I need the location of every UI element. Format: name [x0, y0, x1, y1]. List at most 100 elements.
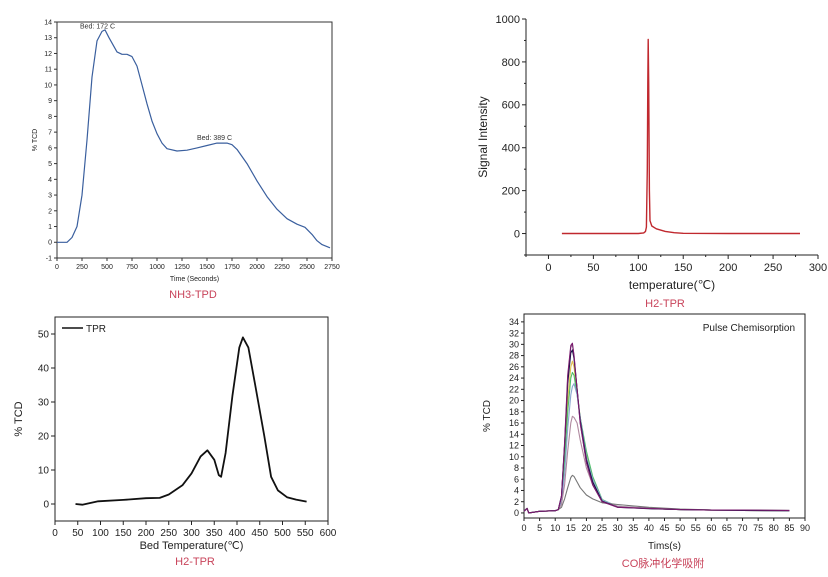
y-tick-label: 30	[509, 339, 519, 349]
y-tick-label: 50	[38, 330, 50, 341]
y-tick-label: 10	[509, 452, 519, 462]
x-tick-label: 25	[597, 523, 607, 533]
caption-nh3-tpd: NH3-TPD	[169, 289, 217, 301]
x-tick-label: 300	[183, 528, 200, 539]
x-tick-label: 550	[297, 528, 314, 539]
x-tick-label: 250	[76, 264, 88, 271]
x-tick-label: 5	[537, 523, 542, 533]
x-tick-label: 70	[738, 523, 748, 533]
x-tick-label: 20	[581, 523, 591, 533]
x-tick-label: 50	[72, 528, 84, 539]
x-tick-label: 350	[206, 528, 223, 539]
x-tick-label: 0	[545, 262, 551, 274]
y-axis-label: % TCD	[13, 401, 25, 436]
y-tick-label: -1	[46, 255, 52, 262]
x-axis-label: temperature(℃)	[629, 278, 715, 292]
y-tick-label: 9	[48, 98, 52, 105]
x-tick-label: 100	[629, 262, 647, 274]
peak-annotation: Bed: 172 C	[80, 23, 115, 30]
y-tick-label: 0	[43, 500, 49, 511]
x-tick-label: 10	[550, 523, 560, 533]
chart-title: Pulse Chemisorption	[703, 323, 795, 334]
y-tick-label: 20	[509, 396, 519, 406]
y-tick-label: 1	[48, 224, 52, 231]
y-tick-label: 10	[44, 82, 52, 89]
x-tick-label: 200	[719, 262, 737, 274]
x-tick-label: 55	[691, 523, 701, 533]
series-line-8	[523, 342, 790, 514]
y-tick-label: 12	[509, 441, 519, 451]
y-tick-label: 0	[514, 228, 520, 240]
y-tick-label: 12	[44, 51, 52, 58]
caption-h2-tpr-top: H2-TPR	[645, 298, 685, 310]
y-axis-label: Signal Intensity	[476, 96, 490, 177]
x-tick-label: 200	[138, 528, 155, 539]
x-axis-label: Bed Temperature(℃)	[140, 540, 244, 552]
x-tick-label: 0	[55, 264, 59, 271]
x-tick-label: 600	[320, 528, 337, 539]
x-tick-label: 400	[229, 528, 246, 539]
y-tick-label: 2	[514, 497, 519, 507]
y-tick-label: 30	[38, 398, 50, 409]
y-axis-label: % TCD	[482, 400, 493, 432]
y-tick-label: 0	[514, 508, 519, 518]
x-tick-label: 2500	[299, 264, 315, 271]
caption-co-pulse: CO脉冲化学吸附	[621, 558, 705, 570]
y-tick-label: 0	[48, 240, 52, 247]
x-tick-label: 450	[251, 528, 268, 539]
x-tick-label: 300	[809, 262, 827, 274]
x-axis-label: Time (Seconds)	[170, 276, 219, 283]
caption-h2-tpr-bottom: H2-TPR	[175, 556, 215, 568]
y-tick-label: 600	[502, 100, 520, 112]
x-tick-label: 250	[764, 262, 782, 274]
y-tick-label: 800	[502, 57, 520, 69]
y-tick-label: 16	[509, 418, 519, 428]
y-axis-label: % TCD	[32, 129, 39, 151]
y-tick-label: 22	[509, 384, 519, 394]
x-tick-label: 100	[92, 528, 109, 539]
plot-frame	[54, 316, 329, 522]
y-tick-label: 13	[44, 35, 52, 42]
x-tick-label: 35	[628, 523, 638, 533]
peak-annotation: Bed: 389 C	[197, 135, 232, 142]
x-tick-label: 1500	[199, 264, 215, 271]
x-tick-label: 75	[753, 523, 763, 533]
plot-frame	[56, 21, 333, 259]
x-tick-label: 15	[566, 523, 576, 533]
chart-1: 0 250 500 750 1000 1250 1500 1750 2000 2250 2500 27…	[32, 19, 340, 283]
y-tick-label: 1000	[496, 14, 520, 26]
chart-3: 0 50 100 150 200 250 300 350 400 450 500 550 600 0 10 2…	[13, 316, 337, 552]
x-tick-label: 50	[675, 523, 685, 533]
x-tick-label: 0	[52, 528, 58, 539]
x-tick-label: 2250	[274, 264, 290, 271]
series-line-1	[75, 336, 307, 506]
y-tick-label: 14	[44, 19, 52, 26]
y-tick-label: 28	[509, 351, 519, 361]
x-tick-label: 85	[784, 523, 794, 533]
y-tick-label: 8	[48, 114, 52, 121]
x-tick-label: 750	[126, 264, 138, 271]
y-tick-label: 20	[38, 432, 50, 443]
y-tick-label: 32	[509, 328, 519, 338]
y-tick-label: 40	[38, 364, 50, 375]
legend-label: TPR	[86, 324, 106, 335]
y-tick-label: 26	[509, 362, 519, 372]
x-tick-label: 30	[613, 523, 623, 533]
x-tick-label: 250	[160, 528, 177, 539]
x-tick-label: 2000	[249, 264, 265, 271]
x-tick-label: 2750	[324, 264, 340, 271]
x-axis-label: Tims(s)	[648, 541, 681, 552]
y-tick-label: 14	[509, 429, 519, 439]
x-tick-label: 1000	[149, 264, 165, 271]
y-tick-label: 6	[48, 145, 52, 152]
y-tick-label: 8	[514, 463, 519, 473]
chart-4: 0 5 10 15 20 25 30 35 40 45 50 55 60 65 70 75 80 85 900246…	[482, 313, 810, 552]
y-tick-label: 11	[45, 67, 52, 74]
y-tick-label: 4	[514, 486, 519, 496]
x-tick-label: 80	[769, 523, 779, 533]
y-tick-label: 3	[48, 193, 52, 200]
x-tick-label: 500	[274, 528, 291, 539]
x-tick-label: 40	[644, 523, 654, 533]
x-tick-label: 150	[115, 528, 132, 539]
